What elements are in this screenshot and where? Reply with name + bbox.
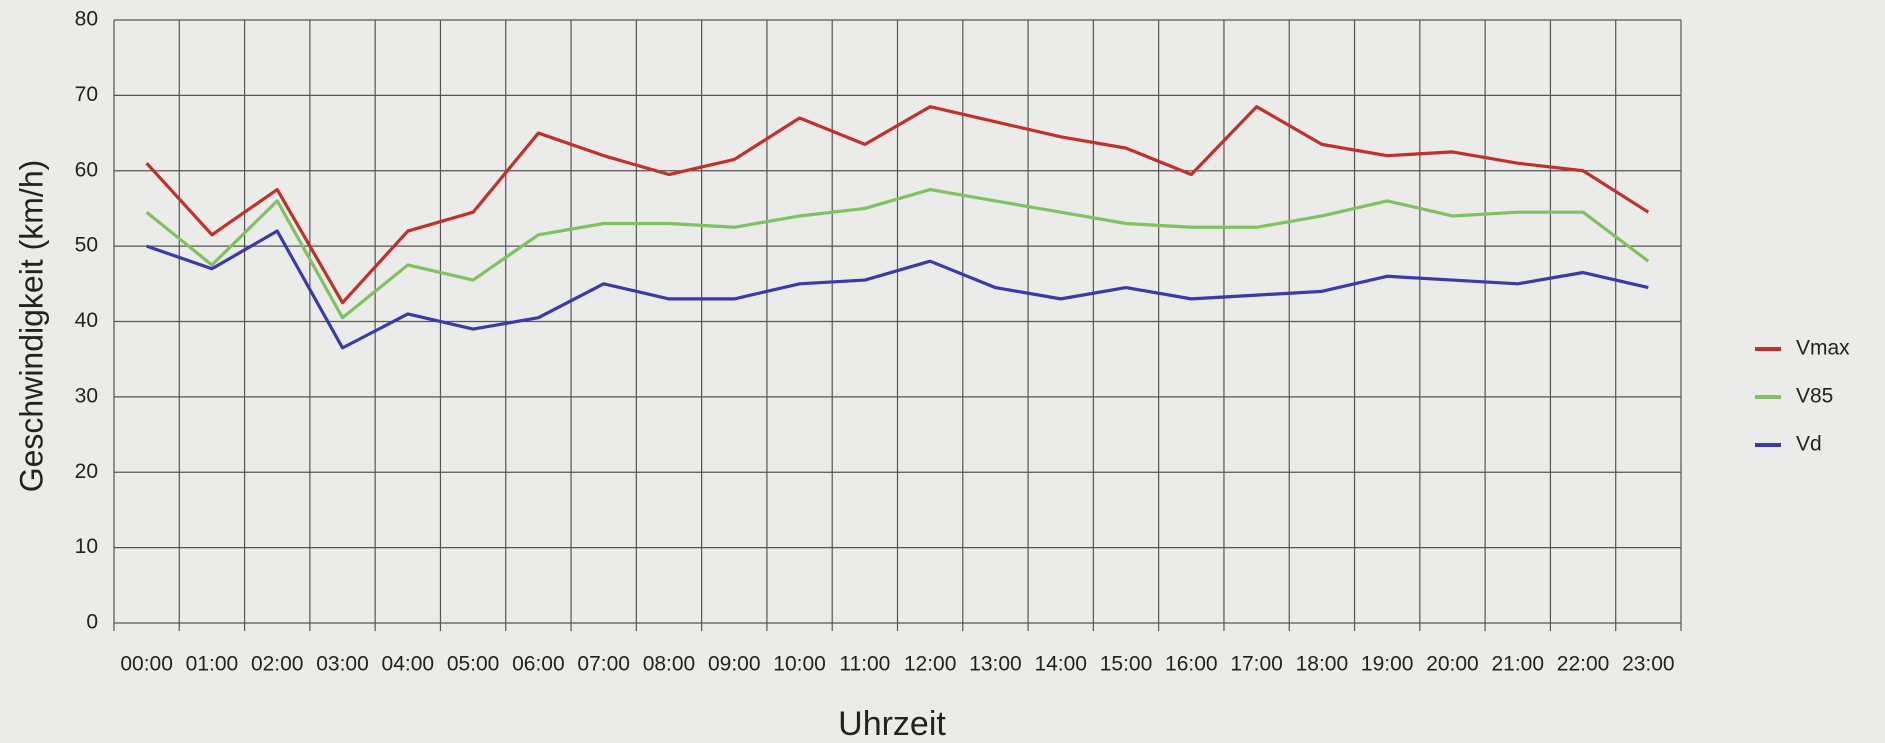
y-tick-label: 50 <box>75 234 98 257</box>
series-line <box>146 229 1649 350</box>
y-tick-label: 20 <box>75 460 98 483</box>
y-tick-label: 0 <box>86 611 98 634</box>
x-tick-label: 05:00 <box>447 653 500 676</box>
x-tick-label: 11:00 <box>839 653 890 676</box>
y-tick-label: 60 <box>75 158 98 181</box>
x-tick-label: 21:00 <box>1491 653 1544 676</box>
x-tick-label: 16:00 <box>1165 653 1218 676</box>
x-tick-label: 14:00 <box>1034 653 1087 676</box>
y-axis-title: Geschwindigkeit (km/h) <box>13 160 49 493</box>
legend-label: Vmax <box>1796 337 1850 360</box>
x-tick-label: 09:00 <box>708 653 761 676</box>
x-tick-label: 13:00 <box>969 653 1022 676</box>
y-tick-label: 80 <box>75 8 98 31</box>
x-tick-label: 20:00 <box>1426 653 1479 676</box>
x-tick-label: 07:00 <box>577 653 630 676</box>
x-tick-label: 06:00 <box>512 653 565 676</box>
x-tick-label: 02:00 <box>251 653 304 676</box>
x-tick-label: 22:00 <box>1557 653 1610 676</box>
x-tick-label: 01:00 <box>186 653 239 676</box>
x-tick-label: 18:00 <box>1296 653 1349 676</box>
x-tick-label: 12:00 <box>904 653 957 676</box>
x-tick-label: 10:00 <box>773 653 826 676</box>
y-tick-label: 40 <box>75 309 98 332</box>
x-tick-label: 03:00 <box>316 653 369 676</box>
legend-label: V85 <box>1796 385 1833 408</box>
x-axis-title: Uhrzeit <box>838 705 946 743</box>
x-tick-label: 15:00 <box>1100 653 1153 676</box>
y-tick-label: 70 <box>75 83 98 106</box>
x-tick-label: 17:00 <box>1230 653 1283 676</box>
series-line <box>145 105 1650 305</box>
x-tick-label: 19:00 <box>1361 653 1414 676</box>
x-tick-label: 04:00 <box>382 653 435 676</box>
x-tick-label: 08:00 <box>643 653 696 676</box>
x-tick-label: 23:00 <box>1622 653 1675 676</box>
series-line <box>145 187 1650 320</box>
x-tick-label: 00:00 <box>120 653 173 676</box>
legend-label: Vd <box>1796 433 1822 456</box>
y-tick-label: 30 <box>75 384 98 407</box>
y-tick-label: 10 <box>75 535 98 558</box>
